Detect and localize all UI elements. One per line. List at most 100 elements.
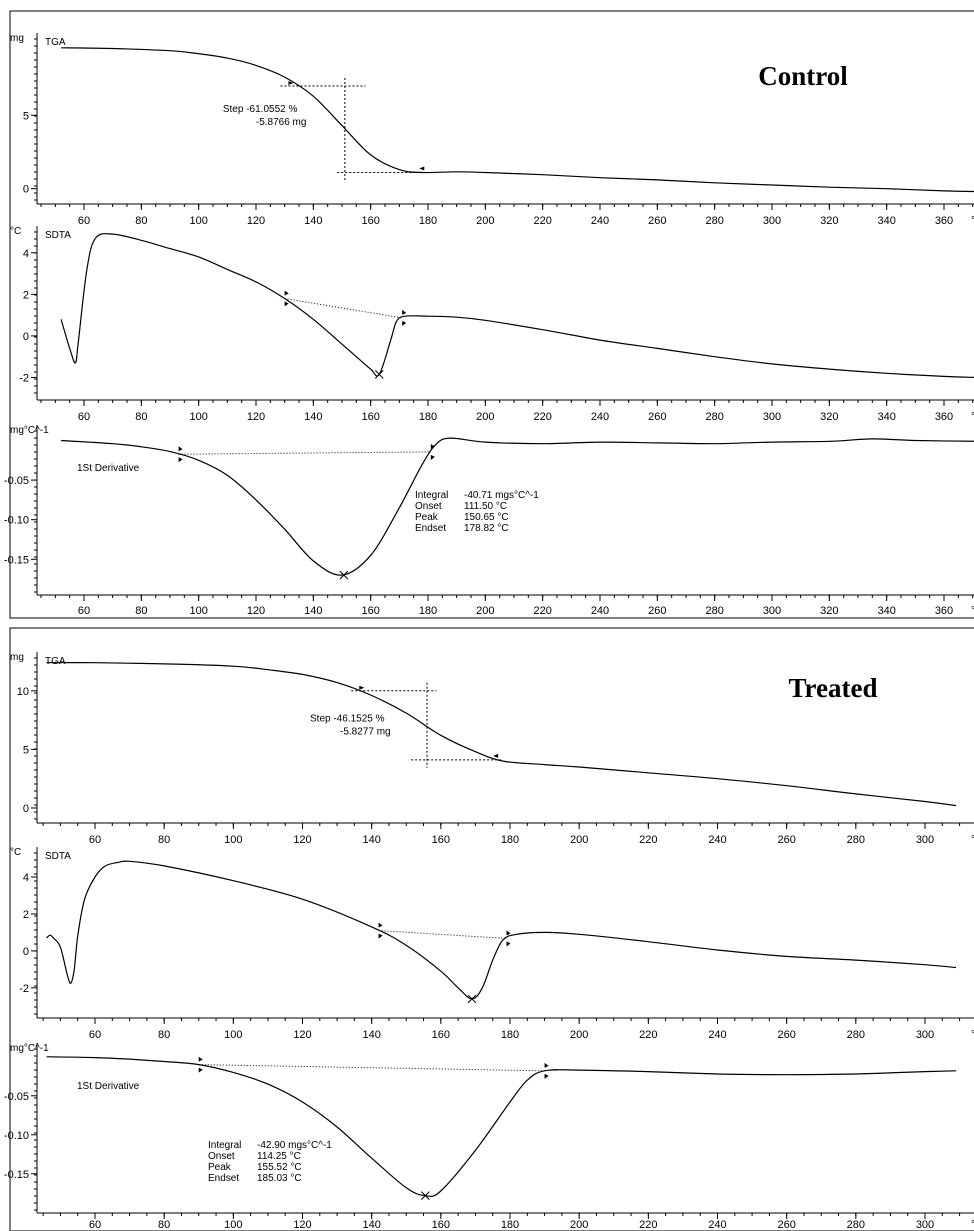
x-tick-label: 220 bbox=[639, 1029, 657, 1041]
series-title: TGA bbox=[45, 37, 66, 48]
x-tick-label: 160 bbox=[361, 215, 379, 227]
x-tick-label: 140 bbox=[304, 215, 322, 227]
x-tick-label: 280 bbox=[705, 411, 723, 423]
x-tick-label: 120 bbox=[293, 1029, 311, 1041]
x-tick-label: 100 bbox=[224, 834, 242, 846]
result-value-peak: 150.65 °C bbox=[464, 512, 509, 523]
x-tick-label: 160 bbox=[432, 1219, 450, 1231]
control-1st-derivative-plot: -0.15 -0.10 -0.05 mg°C^-1 1St Derivative 60 80… bbox=[4, 425, 974, 617]
y-unit-label: mg bbox=[10, 652, 24, 663]
baseline bbox=[198, 1064, 545, 1072]
x-tick-label: 300 bbox=[916, 1219, 934, 1231]
x-tick-label: 120 bbox=[293, 834, 311, 846]
result-label-endset: Endset bbox=[208, 1173, 239, 1184]
x-unit-label: °C bbox=[971, 834, 974, 846]
step-mass: -5.8277 mg bbox=[340, 726, 391, 737]
x-tick-label: 300 bbox=[763, 215, 781, 227]
treated-1st-derivative-plot: -0.15 -0.10 -0.05 mg°C^-1 1St Derivative 60 80… bbox=[4, 1043, 974, 1231]
x-tick-label: 180 bbox=[501, 1219, 519, 1231]
x-tick-label: 240 bbox=[591, 215, 609, 227]
x-tick-label: 340 bbox=[877, 411, 895, 423]
x-tick-label: 60 bbox=[89, 1029, 101, 1041]
x-tick-label: 160 bbox=[361, 605, 379, 617]
series-title: TGA bbox=[45, 656, 66, 667]
x-tick-label: 240 bbox=[591, 605, 609, 617]
x-tick-label: 300 bbox=[916, 834, 934, 846]
baseline-end-marker-top bbox=[402, 309, 407, 315]
y-unit-label: mg°C^-1 bbox=[10, 425, 49, 436]
baseline-end-marker-top bbox=[506, 930, 511, 936]
result-label-onset: Onset bbox=[208, 1151, 235, 1162]
x-tick-label: 260 bbox=[777, 834, 795, 846]
series-title: SDTA bbox=[45, 230, 71, 241]
control-panel: Control 0 5 mg TGA 60 80 100 120 140 160 180 200 220 2… bbox=[4, 10, 974, 619]
x-tick-label: 200 bbox=[570, 834, 588, 846]
x-tick-label: 220 bbox=[639, 834, 657, 846]
baseline-start-marker-top bbox=[378, 922, 383, 928]
x-tick-label: 80 bbox=[158, 834, 170, 846]
x-tick-label: 140 bbox=[362, 1219, 380, 1231]
y-unit-label: mg°C^-1 bbox=[10, 1043, 49, 1054]
y-tick-label: -0.05 bbox=[4, 475, 29, 487]
x-unit-label: °C bbox=[971, 1219, 974, 1231]
x-tick-label: 220 bbox=[533, 605, 551, 617]
y-tick-label: 0 bbox=[23, 803, 29, 815]
x-tick-label: 260 bbox=[648, 215, 666, 227]
panel-title: Treated bbox=[789, 673, 878, 703]
result-value-integral: -40.71 mgs°C^-1 bbox=[464, 490, 539, 501]
x-tick-label: 260 bbox=[648, 605, 666, 617]
x-tick-label: 120 bbox=[247, 605, 265, 617]
result-label-integral: Integral bbox=[208, 1140, 241, 1151]
result-label-onset: Onset bbox=[415, 501, 442, 512]
y-tick-label: 0 bbox=[23, 331, 29, 343]
x-tick-label: 280 bbox=[847, 1029, 865, 1041]
baseline bbox=[284, 298, 403, 319]
result-label-integral: Integral bbox=[415, 490, 448, 501]
y-tick-label: -0.15 bbox=[4, 554, 29, 566]
x-tick-label: 200 bbox=[476, 215, 494, 227]
x-tick-label: 280 bbox=[847, 1219, 865, 1231]
result-value-endset: 185.03 °C bbox=[257, 1173, 302, 1184]
peak-marker bbox=[467, 994, 477, 1004]
series-line bbox=[60, 233, 974, 378]
x-tick-label: 200 bbox=[570, 1029, 588, 1041]
y-tick-label: 0 bbox=[23, 184, 29, 196]
baseline-end-marker-top bbox=[430, 443, 435, 449]
x-tick-label: 300 bbox=[763, 411, 781, 423]
baseline-start-marker-top bbox=[284, 290, 289, 296]
step-start-marker bbox=[288, 80, 294, 85]
x-tick-label: 260 bbox=[648, 411, 666, 423]
peak-marker bbox=[374, 369, 384, 379]
x-tick-label: 80 bbox=[158, 1219, 170, 1231]
series-line bbox=[61, 437, 974, 576]
x-tick-label: 200 bbox=[476, 411, 494, 423]
y-tick-label: -0.15 bbox=[4, 1169, 29, 1181]
y-tick-label: -2 bbox=[19, 372, 29, 384]
result-label-peak: Peak bbox=[415, 512, 439, 523]
y-tick-label: 10 bbox=[17, 686, 29, 698]
x-tick-label: 120 bbox=[293, 1219, 311, 1231]
x-tick-label: 240 bbox=[708, 1029, 726, 1041]
y-unit-label: °C bbox=[10, 226, 21, 237]
series-line bbox=[46, 662, 957, 807]
step-mass: -5.8766 mg bbox=[256, 117, 307, 128]
x-tick-label: 120 bbox=[247, 215, 265, 227]
baseline-end-marker-top bbox=[544, 1062, 549, 1068]
x-tick-label: 160 bbox=[361, 411, 379, 423]
step-percent: Step -61.0552 % bbox=[223, 104, 298, 115]
x-tick-label: 340 bbox=[877, 215, 895, 227]
y-tick-label: 0 bbox=[23, 946, 29, 958]
baseline-start-marker-bottom bbox=[198, 1067, 203, 1073]
y-tick-label: 2 bbox=[23, 289, 29, 301]
x-tick-label: 360 bbox=[935, 215, 953, 227]
x-tick-label: 360 bbox=[935, 411, 953, 423]
x-tick-label: 200 bbox=[570, 1219, 588, 1231]
x-tick-label: 240 bbox=[708, 834, 726, 846]
x-tick-label: 160 bbox=[432, 834, 450, 846]
baseline bbox=[178, 451, 431, 455]
x-tick-label: 260 bbox=[777, 1219, 795, 1231]
x-tick-label: 240 bbox=[591, 411, 609, 423]
x-tick-label: 100 bbox=[224, 1029, 242, 1041]
